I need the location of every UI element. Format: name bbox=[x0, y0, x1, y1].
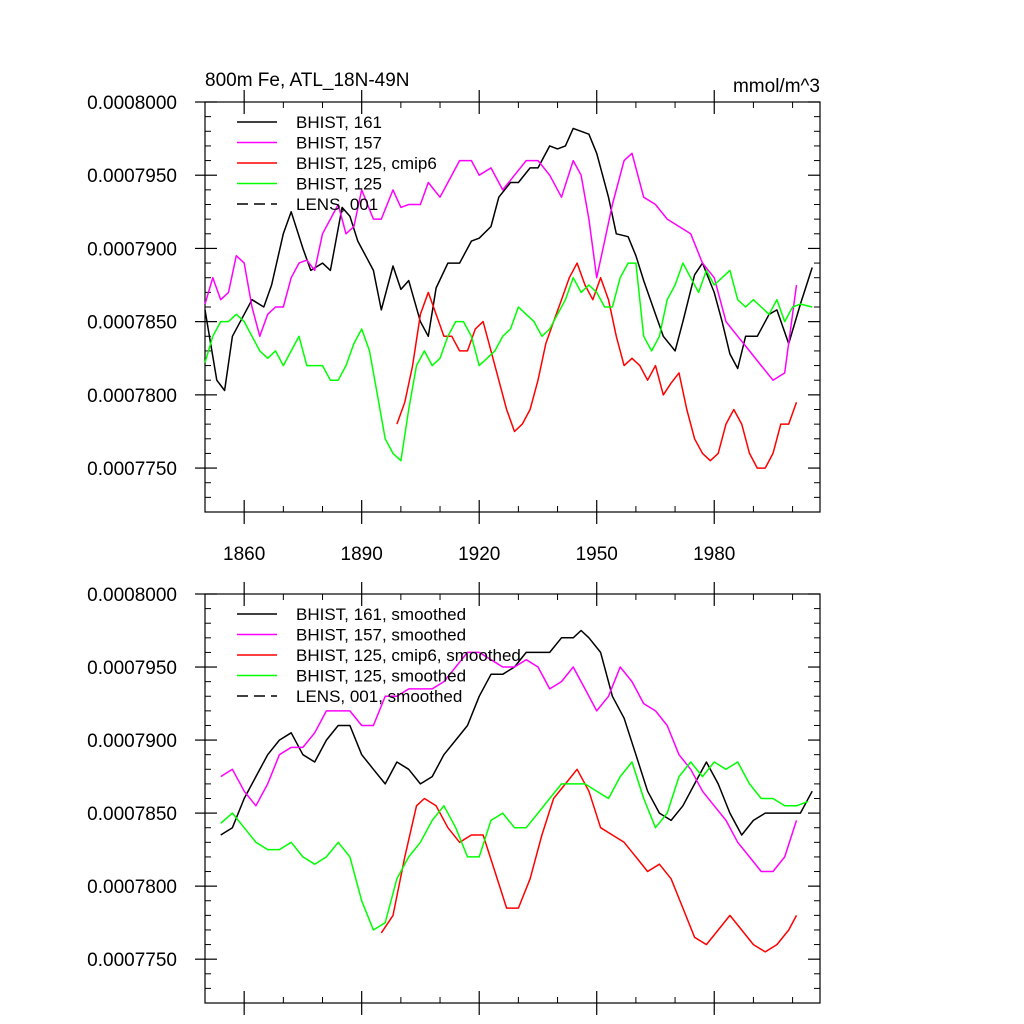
y-tick-label: 0.0007850 bbox=[87, 313, 177, 334]
y-tick-label: 0.0008000 bbox=[87, 585, 177, 606]
legend-entry: BHIST, 157, smoothed bbox=[296, 626, 466, 645]
y-tick-label: 0.0007800 bbox=[87, 877, 177, 898]
y-tick-label: 0.0007950 bbox=[87, 658, 177, 679]
series-line-bhist-157-smoothed bbox=[220, 651, 798, 873]
top-panel-axes: 0.0008000 0.0007950 0.0007900 0.0007850 0.00… bbox=[87, 90, 821, 565]
top-panel: 800m Fe, ATL_18N-49N mmol/m^3 0.00080000… bbox=[87, 70, 821, 565]
legend-entry: LENS, 001 bbox=[296, 195, 378, 214]
legend-entry: BHIST, 125, smoothed bbox=[296, 667, 466, 686]
y-tick-label: 0.0007750 bbox=[87, 459, 177, 480]
legend-entry: BHIST, 125 bbox=[296, 175, 382, 194]
legend-entry: LENS, 001, smoothed bbox=[296, 687, 462, 706]
x-tick-label: 1950 bbox=[576, 544, 618, 565]
y-tick-label: 0.0007900 bbox=[87, 239, 177, 260]
legend-entry: BHIST, 125, cmip6, smoothed bbox=[296, 646, 521, 665]
bottom-panel-axes: 0.0008000 0.0007950 0.0007900 0.0007850 0.00… bbox=[87, 582, 821, 1015]
legend-entry: BHIST, 125, cmip6 bbox=[296, 154, 437, 173]
series-line-bhist-161-smoothed bbox=[220, 629, 813, 836]
bottom-panel-series bbox=[220, 629, 813, 953]
series-line-bhist-125-cmip6 bbox=[396, 262, 798, 469]
series-line-bhist-157 bbox=[204, 152, 798, 381]
x-tick-label: 1980 bbox=[693, 544, 735, 565]
legend-entry: BHIST, 161, smoothed bbox=[296, 605, 466, 624]
series-line-bhist-125-cmip6-smoothed bbox=[380, 768, 798, 953]
y-tick-label: 0.0007950 bbox=[87, 166, 177, 187]
y-tick-label: 0.0008000 bbox=[87, 93, 177, 114]
x-tick-label: 1890 bbox=[341, 544, 383, 565]
top-panel-units: mmol/m^3 bbox=[733, 76, 820, 97]
series-line-bhist-125 bbox=[204, 262, 813, 462]
series-line-bhist-125-smoothed bbox=[220, 761, 809, 931]
x-tick-label: 1860 bbox=[223, 544, 265, 565]
legend-entry: BHIST, 161 bbox=[296, 113, 382, 132]
top-panel-title: 800m Fe, ATL_18N-49N bbox=[205, 70, 410, 91]
bottom-panel-legend: BHIST, 161, smoothed BHIST, 157, smoothed… bbox=[237, 605, 521, 706]
bottom-panel: 0.0008000 0.0007950 0.0007900 0.0007850 0.00… bbox=[87, 582, 821, 1015]
y-tick-label: 0.0007900 bbox=[87, 731, 177, 752]
y-tick-label: 0.0007850 bbox=[87, 804, 177, 825]
x-tick-label: 1920 bbox=[458, 544, 500, 565]
legend-entry: BHIST, 157 bbox=[296, 134, 382, 153]
y-tick-label: 0.0007800 bbox=[87, 386, 177, 407]
top-panel-series bbox=[204, 127, 813, 469]
y-tick-label: 0.0007750 bbox=[87, 950, 177, 971]
